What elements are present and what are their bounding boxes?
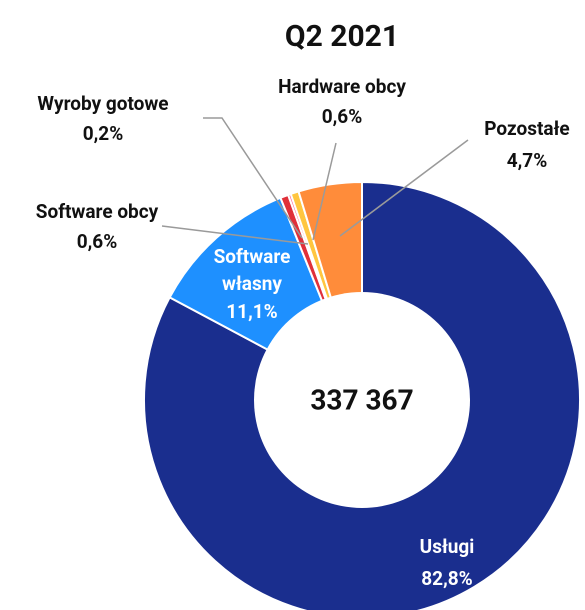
slice-label: Software własny: [214, 245, 291, 295]
donut-hole: [254, 292, 470, 508]
slice-label: Wyroby gotowe: [37, 92, 168, 115]
value-label: 0,2%: [83, 122, 124, 145]
slice-label: Software obcy: [36, 200, 159, 223]
center-text: 337 367: [310, 383, 413, 416]
leader-line: [339, 139, 469, 237]
chart-title: Q2 2021: [285, 19, 399, 54]
slice-label: Usługi: [420, 535, 475, 558]
slice-label: Hardware obcy: [278, 75, 406, 98]
slice-label: Pozostałe: [484, 117, 569, 140]
value-label: 11,1%: [226, 300, 277, 323]
leader-line: [312, 142, 337, 241]
leader-line: [161, 225, 309, 245]
value-label: 0,6%: [77, 230, 118, 253]
value-label: 4,7%: [507, 149, 548, 172]
value-label: 0,6%: [322, 105, 363, 128]
value-label: 82,8%: [421, 567, 472, 590]
leader-line: [203, 117, 303, 239]
